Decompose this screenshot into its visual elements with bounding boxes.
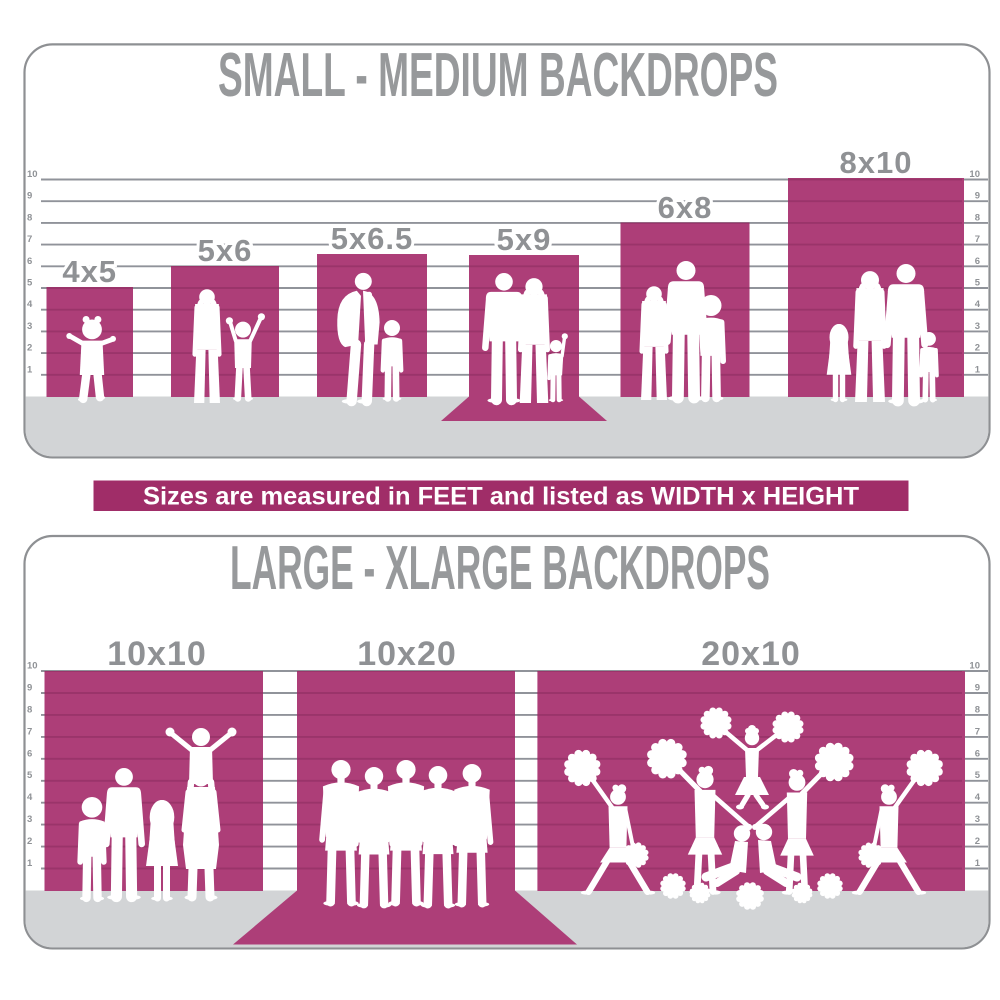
svg-text:Sizes are measured in FEET and: Sizes are measured in FEET and listed as…	[143, 483, 859, 511]
svg-text:3: 3	[975, 321, 980, 332]
svg-text:9: 9	[975, 191, 980, 202]
svg-text:10: 10	[27, 661, 38, 672]
svg-text:7: 7	[975, 726, 980, 737]
svg-text:6: 6	[975, 256, 980, 267]
svg-text:2: 2	[975, 343, 980, 354]
svg-text:10: 10	[969, 661, 980, 672]
svg-text:5: 5	[27, 770, 33, 781]
svg-text:4: 4	[975, 792, 981, 803]
svg-text:9: 9	[27, 191, 32, 202]
svg-text:5: 5	[27, 278, 33, 289]
svg-text:SMALL - MEDIUM BACKDROPS: SMALL - MEDIUM BACKDROPS	[218, 41, 778, 110]
svg-text:2: 2	[27, 343, 32, 354]
svg-text:5x6: 5x6	[198, 233, 253, 268]
svg-text:10: 10	[969, 169, 980, 180]
svg-text:4: 4	[27, 299, 33, 310]
svg-text:10x20: 10x20	[357, 635, 457, 673]
svg-text:9: 9	[27, 683, 32, 694]
svg-text:5: 5	[975, 770, 981, 781]
svg-text:4x5: 4x5	[62, 254, 117, 289]
svg-text:20x10: 20x10	[701, 635, 801, 673]
svg-text:7: 7	[27, 234, 32, 245]
svg-text:5: 5	[975, 278, 981, 289]
svg-text:2: 2	[975, 836, 980, 847]
svg-text:10: 10	[27, 169, 38, 180]
svg-text:5x9: 5x9	[497, 222, 552, 257]
svg-text:4: 4	[975, 299, 981, 310]
svg-text:4: 4	[27, 792, 33, 803]
svg-text:9: 9	[975, 683, 980, 694]
svg-text:5x6.5: 5x6.5	[331, 221, 414, 256]
svg-text:3: 3	[975, 814, 980, 825]
svg-text:8x10: 8x10	[840, 145, 913, 180]
svg-text:2: 2	[27, 836, 32, 847]
svg-text:3: 3	[27, 814, 32, 825]
svg-text:LARGE - XLARGE BACKDROPS: LARGE - XLARGE BACKDROPS	[230, 534, 770, 603]
svg-text:1: 1	[975, 364, 981, 375]
svg-text:1: 1	[27, 858, 33, 869]
svg-text:8: 8	[975, 212, 980, 223]
svg-text:6x8: 6x8	[658, 190, 713, 225]
svg-text:7: 7	[27, 726, 32, 737]
svg-text:6: 6	[27, 748, 32, 759]
svg-text:3: 3	[27, 321, 32, 332]
svg-text:7: 7	[975, 234, 980, 245]
svg-text:1: 1	[27, 364, 33, 375]
svg-text:1: 1	[975, 858, 981, 869]
svg-text:8: 8	[27, 212, 32, 223]
svg-text:6: 6	[975, 748, 980, 759]
svg-text:8: 8	[975, 704, 980, 715]
svg-text:6: 6	[27, 256, 32, 267]
svg-text:10x10: 10x10	[107, 635, 207, 673]
svg-text:8: 8	[27, 704, 32, 715]
